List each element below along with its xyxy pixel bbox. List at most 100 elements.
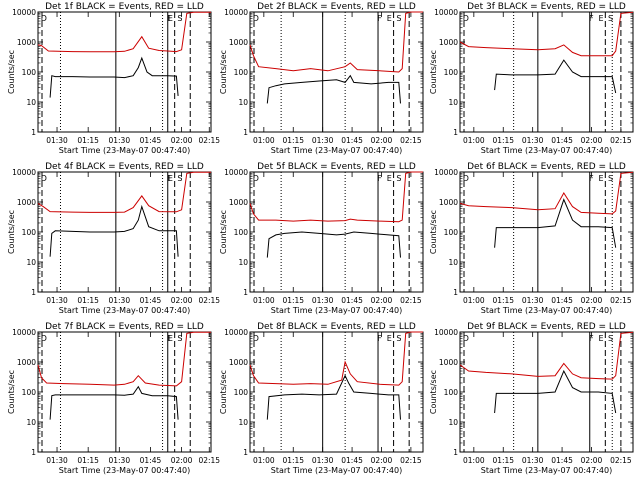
y-axis-label: Counts/sec: [429, 210, 438, 254]
panel-title: Det 1f BLACK = Events, RED = LLD: [45, 2, 204, 12]
y-tick-label: 10: [26, 258, 36, 267]
y-axis-label: Counts/sec: [219, 50, 228, 94]
lld-series-line: [249, 171, 423, 223]
event-label: D: [463, 14, 469, 23]
panel-2: Det 2f BLACK = Events, RED = LLD 1 10 100 10…: [219, 2, 424, 155]
x-tick-label: 02:15: [610, 296, 632, 305]
panel-9: Det 9f BLACK = Events, RED = LLD 1 10 100 10…: [429, 322, 634, 475]
y-tick-label: 1000: [229, 198, 248, 207]
x-tick-label: 01:00: [253, 296, 275, 305]
events-series-line: [494, 369, 617, 414]
event-label: S: [396, 174, 401, 183]
y-tick-label: 10000: [224, 328, 248, 337]
x-axis-label: Start Time (23-May-07 00:47:40): [59, 466, 190, 475]
y-tick-label: 1: [453, 288, 458, 297]
x-tick-label: 02:00: [371, 296, 393, 305]
x-tick-label: 01:00: [463, 296, 485, 305]
event-label: D: [41, 334, 47, 343]
event-label: S: [177, 174, 182, 183]
x-axis-label: Start Time (23-May-07 00:47:40): [481, 306, 612, 315]
x-axis-label: Start Time (23-May-07 00:47:40): [481, 146, 612, 155]
x-axis-label: Start Time (23-May-07 00:47:40): [271, 146, 402, 155]
x-tick-label: 01:30: [46, 296, 68, 305]
plot-frame: [37, 171, 212, 293]
y-tick-label: 10000: [224, 8, 248, 17]
lld-series-line: [249, 11, 423, 73]
events-series-line: [49, 385, 179, 420]
x-tick-label: 02:15: [400, 296, 422, 305]
y-tick-label: 1000: [17, 358, 36, 367]
event-label: S: [396, 14, 401, 23]
y-tick-label: 10: [238, 418, 248, 427]
y-tick-label: 10: [448, 418, 458, 427]
y-tick-label: 100: [444, 68, 459, 77]
events-series-line: [49, 56, 179, 98]
x-tick-label: 02:00: [581, 136, 603, 145]
y-tick-label: 10: [448, 258, 458, 267]
x-tick-label: 02:15: [198, 136, 220, 145]
y-tick-label: 1000: [439, 358, 458, 367]
event-label: E: [168, 14, 173, 23]
x-tick-label: 02:00: [581, 456, 603, 465]
y-tick-label: 1: [453, 128, 458, 137]
x-tick-label: 01:30: [522, 136, 544, 145]
plot-frame: [249, 331, 424, 453]
x-tick-label: 01:45: [341, 456, 363, 465]
y-axis-label: Counts/sec: [429, 50, 438, 94]
panel-title: Det 7f BLACK = Events, RED = LLD: [45, 322, 204, 332]
y-tick-label: 1: [31, 128, 36, 137]
x-axis-label: Start Time (23-May-07 00:47:40): [59, 306, 190, 315]
event-label: D: [253, 334, 259, 343]
plot-frame: [37, 11, 212, 133]
y-axis-label: Counts/sec: [219, 210, 228, 254]
x-tick-label: 01:30: [312, 296, 334, 305]
events-series-line: [266, 231, 401, 258]
x-axis-label: Start Time (23-May-07 00:47:40): [271, 306, 402, 315]
event-label: E: [387, 14, 392, 23]
x-tick-label: 01:45: [140, 136, 162, 145]
panel-5: Det 5f BLACK = Events, RED = LLD 1 10 100 10…: [219, 162, 424, 315]
panel-1: Det 1f BLACK = Events, RED = LLD 1 10 100 10…: [7, 2, 220, 155]
event-label: F: [589, 174, 594, 183]
y-tick-label: 100: [444, 228, 459, 237]
event-label: F: [377, 14, 382, 23]
y-tick-label: 10: [26, 418, 36, 427]
x-tick-label: 01:30: [522, 296, 544, 305]
event-label: S: [608, 174, 613, 183]
x-tick-label: 01:30: [312, 456, 334, 465]
y-tick-label: 1: [453, 448, 458, 457]
x-tick-label: 02:00: [371, 136, 393, 145]
y-tick-label: 10000: [434, 168, 458, 177]
y-tick-label: 1000: [439, 198, 458, 207]
panel-title: Det 8f BLACK = Events, RED = LLD: [257, 322, 416, 332]
panel-title: Det 6f BLACK = Events, RED = LLD: [467, 162, 626, 172]
y-tick-label: 1000: [17, 38, 36, 47]
event-label: F: [167, 334, 172, 343]
events-series-line: [266, 74, 401, 104]
lld-series-line: [37, 331, 211, 387]
event-label: F: [167, 174, 172, 183]
x-tick-label: 02:00: [171, 296, 193, 305]
event-label: E: [599, 14, 604, 23]
y-tick-label: 1: [31, 448, 36, 457]
x-tick-label: 01:30: [108, 456, 130, 465]
lld-series-line: [37, 11, 211, 53]
y-tick-label: 10000: [12, 8, 36, 17]
y-tick-label: 100: [234, 228, 249, 237]
lld-series-line: [459, 11, 634, 57]
y-tick-label: 10: [238, 258, 248, 267]
y-tick-label: 10000: [12, 168, 36, 177]
y-tick-label: 100: [22, 228, 37, 237]
event-label: E: [387, 174, 392, 183]
x-tick-label: 01:45: [341, 136, 363, 145]
y-tick-label: 1000: [229, 38, 248, 47]
x-tick-label: 01:15: [77, 296, 99, 305]
y-axis-label: Counts/sec: [7, 50, 16, 94]
plot-frame: [459, 11, 634, 133]
lld-series-line: [459, 331, 634, 380]
panel-title: Det 3f BLACK = Events, RED = LLD: [467, 2, 626, 12]
x-tick-label: 01:45: [140, 456, 162, 465]
x-tick-label: 01:30: [46, 456, 68, 465]
y-tick-label: 1: [243, 448, 248, 457]
event-label: S: [608, 14, 613, 23]
